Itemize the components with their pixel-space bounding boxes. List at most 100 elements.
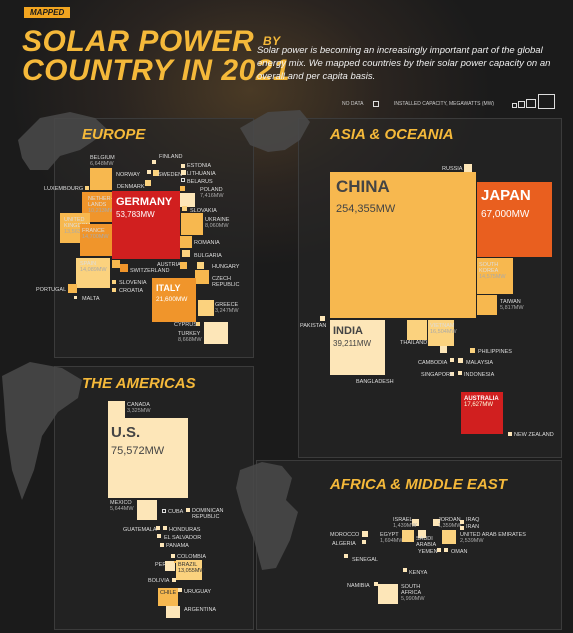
box-south-africa: [378, 584, 398, 604]
korea-value: 14,575MW: [479, 274, 506, 280]
legend-no-data: NO DATA: [342, 101, 364, 107]
box-peru-dot: [174, 561, 176, 563]
japan-value: 67,000MW: [481, 209, 530, 220]
label-indonesia: INDONESIA: [464, 372, 495, 378]
box-australia: [461, 392, 503, 434]
india-value: 39,211MW: [333, 339, 372, 348]
label-israel: ISRAEL 1,439MW: [393, 517, 417, 529]
box-mexico: [137, 500, 157, 520]
netherlands-name: NETHER- LANDS: [88, 196, 113, 208]
france-name: FRANCE: [82, 228, 105, 234]
asia-map-shape: [240, 110, 310, 152]
spain-name: SPAIN: [80, 261, 97, 267]
box-algeria: [362, 540, 366, 544]
korea-name: SOUTH KOREA: [479, 262, 499, 274]
box-poland-square: [180, 193, 195, 207]
france-value: 14,700MW: [82, 234, 109, 240]
title-line-2: COUNTRY IN 2021: [22, 54, 291, 87]
box-greece: [198, 300, 214, 316]
box-finland: [152, 160, 156, 164]
label-canada: CANADA 3,325MW: [127, 402, 151, 414]
label-uae: UNITED ARAB EMIRATES 2,539MW: [460, 532, 526, 544]
box-israel: [412, 519, 419, 526]
box-dominican: [186, 508, 190, 512]
label-ukraine: UKRAINE 8,060MW: [205, 217, 229, 229]
turkey-value: 8,668MW: [178, 337, 202, 343]
label-malaysia: MALAYSIA: [466, 360, 494, 366]
turkey-name: TURKEY: [178, 331, 201, 337]
box-panama: [160, 543, 164, 547]
vietnam-name: VIETNAM: [430, 323, 455, 329]
box-slovenia: [112, 280, 116, 284]
box-thailand-square: [407, 320, 427, 340]
label-slovenia: SLOVENIA: [119, 280, 147, 286]
germany-name: GERMANY: [116, 196, 173, 208]
box-iraq: [460, 520, 464, 524]
box-taiwan: [477, 295, 497, 315]
box-malaysia: [458, 358, 463, 363]
canada-name: CANADA: [127, 402, 150, 408]
label-south-africa: SOUTH AFRICA 5,990MW: [401, 584, 425, 602]
greece-value: 3,247MW: [215, 308, 239, 314]
belgium-value: 6,648MW: [90, 161, 114, 167]
label-yemen: YEMEN: [418, 549, 438, 555]
australia-name: AUSTRALIA: [464, 396, 499, 402]
label-us: U.S. 75,572MW: [111, 424, 164, 458]
americas-map-shape: [2, 362, 82, 500]
region-africa-middle-east: AFRICA & MIDDLE EAST: [330, 476, 507, 493]
box-bulgaria: [182, 250, 190, 257]
title-line-1: SOLAR POWER: [22, 25, 255, 58]
box-austria: [180, 262, 187, 269]
box-turkey: [204, 322, 228, 344]
israel-name: ISRAEL: [393, 517, 413, 523]
box-el-salvador: [157, 534, 161, 538]
jordan-name: JORDAN: [438, 517, 461, 523]
label-philippines: PHILIPPINES: [478, 349, 512, 355]
label-denmark: DENMARK: [117, 184, 145, 190]
label-morocco: MOROCCO: [330, 532, 360, 538]
box-denmark: [145, 180, 151, 186]
label-chile: CHILE: [160, 590, 177, 596]
box-morocco: [362, 531, 368, 537]
box-chile: [158, 588, 178, 606]
box-switzerland: [120, 264, 128, 272]
germany-value: 53,783MW: [116, 210, 155, 219]
box-peru: [165, 561, 175, 571]
china-value: 254,355MW: [336, 203, 396, 215]
label-algeria: ALGERIA: [332, 541, 356, 547]
label-china: CHINA 254,355MW: [336, 177, 395, 217]
label-dominican: DOMINICAN REPUBLIC: [192, 508, 224, 520]
legend-capacity: INSTALLED CAPACITY, MEGAWATTS (MW): [394, 101, 495, 107]
egypt-value: 1,694MW: [380, 538, 404, 544]
label-senegal: SENEGAL: [352, 557, 378, 563]
label-poland: POLAND 7,416MW: [200, 187, 224, 199]
australia-value: 17,627MW: [464, 402, 494, 408]
label-uk: UNITED KINGDOM 13,563MW: [64, 217, 91, 235]
box-spain: [76, 258, 110, 288]
uae-name: UNITED ARAB EMIRATES: [460, 532, 526, 538]
label-czech: CZECH REPUBLIC: [212, 276, 240, 288]
israel-value: 1,439MW: [393, 523, 417, 529]
box-belgium: [90, 168, 112, 190]
label-vietnam: VIETNAM 16,504MW: [430, 323, 457, 335]
label-bangladesh: BANGLADESH: [356, 379, 394, 385]
label-saudi: SAUDI ARABIA: [416, 536, 437, 548]
india-name: INDIA: [333, 325, 363, 337]
label-cuba: CUBA: [168, 509, 184, 515]
box-malta: [74, 296, 77, 299]
box-japan: [477, 182, 552, 257]
brazil-value: 13,055MW: [178, 568, 205, 574]
ukraine-name: UKRAINE: [205, 217, 230, 223]
label-sweden: SWEDEN: [158, 172, 183, 178]
label-honduras: HONDURAS: [169, 527, 201, 533]
label-bolivia: BOLIVIA: [148, 578, 170, 584]
label-peru: PERU: [155, 562, 171, 568]
box-poland: [180, 186, 185, 191]
us-value: 75,572MW: [111, 445, 165, 457]
box-china: [330, 172, 476, 318]
label-switzerland: SWITZERLAND: [130, 268, 170, 274]
box-namibia: [374, 582, 378, 586]
box-russia: [464, 164, 472, 172]
region-asia-oceania: ASIA & OCEANIA: [330, 126, 454, 143]
